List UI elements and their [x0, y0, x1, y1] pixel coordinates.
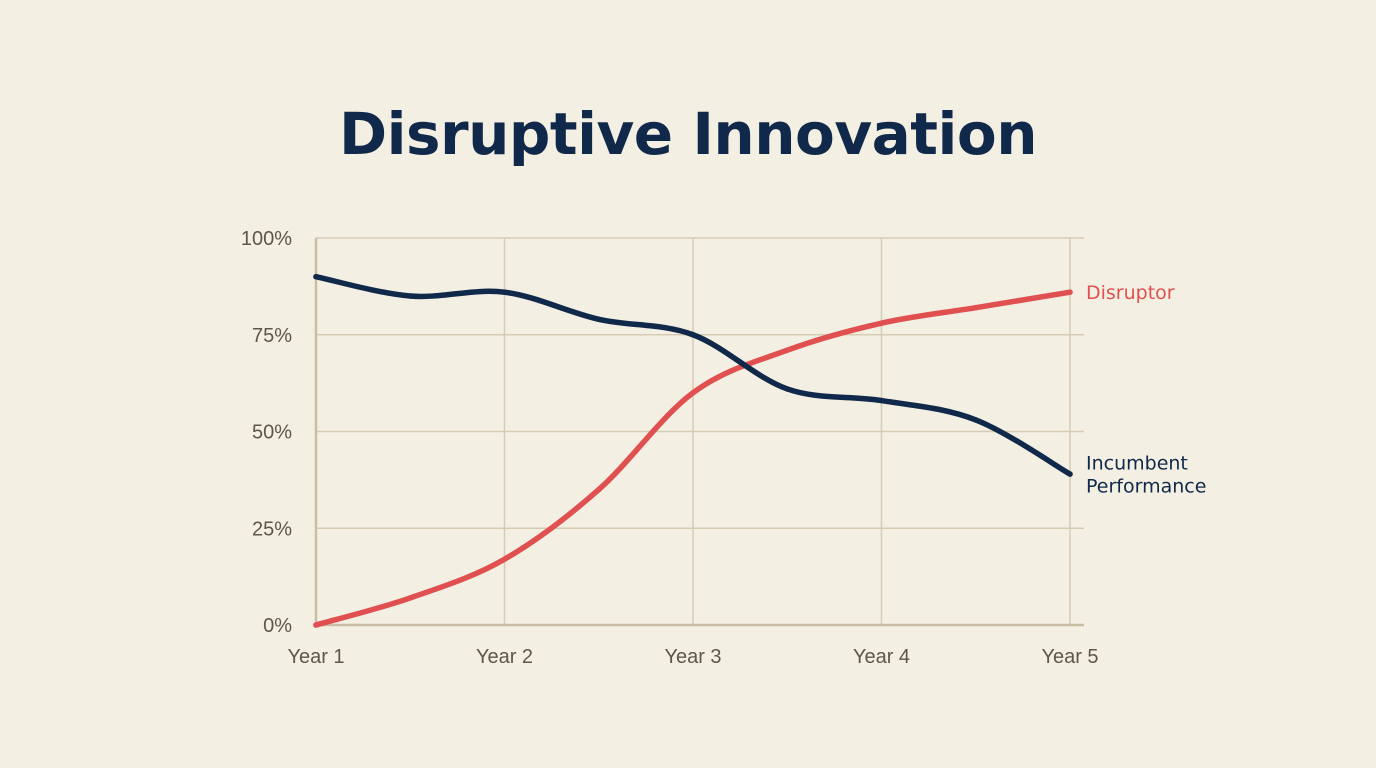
data-point-disruptor — [501, 556, 508, 562]
data-point-disruptor — [313, 622, 319, 628]
x-tick-label: Year 3 — [664, 646, 721, 668]
data-point-incumbent-performance — [313, 273, 319, 280]
data-point-incumbent-performance — [784, 386, 790, 392]
y-tick-label: 75% — [252, 325, 292, 347]
tick-labels: 0% 25% 50% 75% 100% Year 1 Year 2 Year 3 Year 4 Y… — [241, 228, 1099, 668]
data-point-incumbent-performance — [690, 332, 696, 338]
series-label-incumbent-performance: Incumbent Performance — [1086, 453, 1206, 498]
axes — [314, 238, 1084, 627]
data-point-incumbent-performance — [1067, 471, 1073, 477]
series-lines — [313, 273, 1073, 628]
y-tick-label: 50% — [252, 422, 292, 444]
data-point-disruptor — [784, 347, 790, 353]
series-label-disruptor: Disruptor — [1086, 282, 1175, 304]
data-point-disruptor — [407, 595, 413, 601]
data-point-incumbent-performance — [973, 417, 979, 423]
data-point-incumbent-performance — [878, 397, 885, 404]
y-tick-label: 0% — [263, 615, 292, 637]
y-tick-label: 25% — [252, 518, 292, 540]
x-tick-label: Year 2 — [476, 646, 533, 668]
x-tick-label: Year 4 — [853, 646, 910, 668]
data-point-disruptor — [1067, 289, 1073, 295]
chart-title: Disruptive Innovation — [338, 100, 1038, 168]
y-tick-label: 100% — [241, 228, 292, 250]
data-point-disruptor — [878, 320, 885, 326]
x-tick-label: Year 5 — [1041, 646, 1098, 668]
data-point-disruptor — [690, 390, 696, 396]
series-labels: Disruptor Incumbent Performance — [1086, 282, 1206, 497]
data-point-incumbent-performance — [501, 289, 508, 295]
series-line-disruptor — [313, 289, 1073, 628]
x-tick-label: Year 1 — [287, 646, 344, 668]
data-point-incumbent-performance — [596, 316, 602, 323]
data-point-incumbent-performance — [407, 293, 413, 299]
data-point-disruptor — [596, 486, 602, 493]
data-point-disruptor — [973, 304, 979, 311]
